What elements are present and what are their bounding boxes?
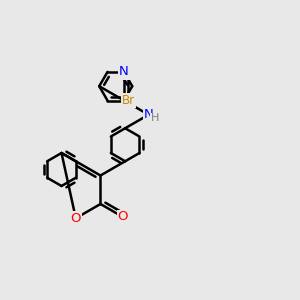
Text: Br: Br <box>122 94 135 107</box>
Text: O: O <box>117 210 128 223</box>
Text: O: O <box>119 67 129 80</box>
Text: H: H <box>151 113 159 123</box>
Text: O: O <box>70 212 81 225</box>
Text: N: N <box>144 108 154 121</box>
Text: N: N <box>119 65 129 78</box>
